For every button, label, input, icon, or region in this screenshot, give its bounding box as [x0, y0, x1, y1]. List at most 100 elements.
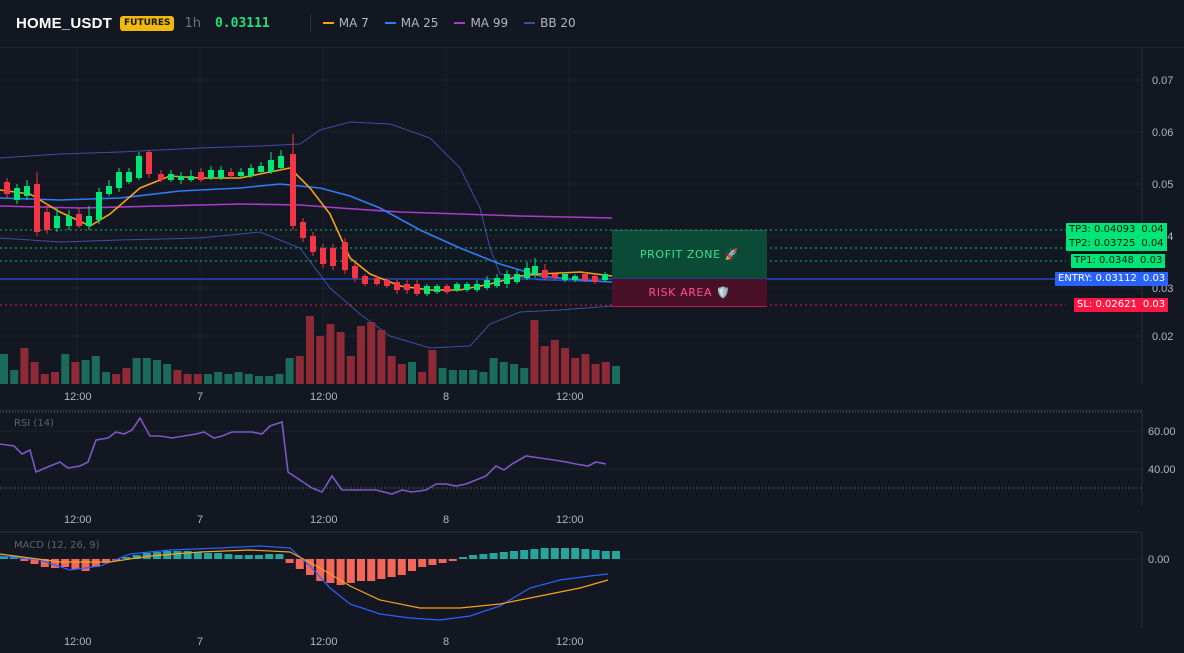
- volume-bar: [591, 364, 600, 384]
- candle-body: [178, 176, 184, 180]
- volume-bar: [571, 358, 580, 384]
- legend-ma7[interactable]: MA 7: [322, 16, 369, 30]
- timeframe-label[interactable]: 1h: [184, 15, 201, 31]
- candle-body: [96, 192, 102, 220]
- risk-area[interactable]: RISK AREA 🛡️: [612, 279, 767, 307]
- header-divider: [309, 14, 311, 32]
- legend-bb20[interactable]: BB 20: [524, 16, 576, 30]
- time-tick-label: 7: [197, 514, 203, 526]
- futures-badge: FUTURES: [119, 15, 175, 31]
- volume-bars: [0, 316, 620, 384]
- volume-bar: [561, 348, 569, 384]
- macd-histogram-bar: [295, 559, 304, 569]
- macd-histogram-bar: [397, 559, 406, 575]
- candle-body: [494, 278, 500, 286]
- macd-histogram-bar: [550, 548, 559, 559]
- ma7-swatch-icon: [322, 22, 334, 24]
- macd-histogram-bar: [387, 559, 396, 577]
- header-divider-line: [0, 47, 1184, 48]
- macd-axis-label: 0.00: [1148, 554, 1169, 566]
- candle-body: [310, 236, 316, 252]
- legend-ma25[interactable]: MA 25: [384, 16, 438, 30]
- entry-tag: ENTRY: 0.03112: [1055, 272, 1140, 286]
- candle-body: [424, 286, 430, 294]
- volume-bar: [408, 362, 416, 384]
- macd-histogram-bar: [255, 555, 263, 559]
- time-tick-label: 8: [443, 636, 449, 648]
- macd-histogram-bar: [326, 559, 335, 583]
- entry-label[interactable]: ENTRY: 0.03112 0.03: [1055, 272, 1169, 286]
- macd-histogram-bar: [377, 559, 386, 579]
- macd-title: MACD (12, 26, 9): [14, 540, 100, 551]
- macd-histogram-bar: [306, 559, 314, 575]
- macd-histogram-bar: [71, 559, 80, 569]
- tp3-label[interactable]: TP3: 0.04093 0.04: [1066, 223, 1167, 237]
- candle-body: [330, 248, 336, 266]
- candle-body: [320, 248, 326, 264]
- volume-bar: [91, 356, 100, 384]
- candle-body: [592, 276, 598, 282]
- ma99-line: [0, 203, 613, 219]
- macd-histogram-bar: [499, 552, 508, 559]
- entry-axis-value: 0.03: [1139, 272, 1169, 286]
- volume-bar: [510, 364, 518, 384]
- volume-bar: [326, 324, 335, 384]
- macd-histogram-bar: [122, 557, 131, 559]
- volume-bar: [10, 370, 19, 384]
- symbol-name[interactable]: HOME_USDT: [16, 14, 112, 32]
- main-grid: [0, 48, 1142, 384]
- legend-ma99[interactable]: MA 99: [454, 16, 508, 30]
- time-tick-label: 7: [197, 391, 203, 403]
- volume-bar: [193, 374, 202, 384]
- time-tick-label: 12:00: [310, 636, 338, 648]
- macd-histogram-bar: [540, 548, 549, 559]
- candle-body: [198, 172, 204, 180]
- volume-bar: [540, 346, 549, 384]
- volume-bar: [489, 358, 498, 384]
- volume-bar: [448, 370, 457, 384]
- candle-body: [572, 276, 578, 280]
- price-tick-label: 0.07: [1152, 75, 1173, 87]
- price-tick-label: 0.05: [1152, 179, 1173, 191]
- macd-histogram-bar: [367, 559, 376, 581]
- volume-bar: [438, 368, 447, 384]
- volume-bar: [520, 368, 529, 384]
- volume-bar: [275, 374, 284, 384]
- candle-body: [404, 284, 410, 290]
- candle-body: [44, 212, 50, 230]
- profit-zone[interactable]: PROFIT ZONE 🚀: [612, 230, 767, 278]
- macd-histogram-bar: [61, 559, 70, 567]
- candle-body: [158, 174, 164, 180]
- volume-bar: [418, 372, 427, 384]
- candles: [4, 134, 608, 296]
- macd-histogram-bar: [438, 559, 447, 563]
- price-tick-label: 0.06: [1152, 127, 1173, 139]
- candle-body: [394, 282, 400, 290]
- macd-histogram-bar: [591, 550, 600, 559]
- volume-bar: [377, 330, 386, 384]
- tp2-label[interactable]: TP2: 0.03725 0.04: [1066, 237, 1167, 251]
- ma25-swatch-icon: [384, 22, 396, 24]
- macd-histogram-bar: [428, 559, 437, 565]
- volume-bar: [51, 372, 59, 384]
- tp1-label[interactable]: TP1: 0.0348 0.03: [1071, 254, 1166, 268]
- bb-upper: [0, 121, 613, 283]
- macd-histogram-bar: [132, 555, 141, 559]
- candle-body: [374, 278, 380, 284]
- time-tick-label: 8: [443, 391, 449, 403]
- candle-body: [300, 222, 306, 238]
- volume-bar: [387, 356, 396, 384]
- volume-bar: [20, 348, 29, 384]
- sl-label[interactable]: SL: 0.02621 0.03: [1074, 298, 1169, 312]
- time-axis-rsi: 12:00 7 12:00 8 12:00: [64, 514, 584, 526]
- candle-body: [454, 284, 460, 290]
- tp2-tag: TP2: 0.03725: [1066, 237, 1139, 251]
- volume-bar: [367, 322, 376, 384]
- sl-tag: SL: 0.02621: [1074, 298, 1140, 312]
- candle-body: [582, 274, 588, 280]
- volume-bar: [163, 364, 172, 384]
- candle-body: [352, 266, 358, 278]
- chart-canvas[interactable]: 0.07 0.06 0.05 0.04 0.03 0.02 12:00 7 12…: [0, 48, 1184, 653]
- macd-histogram-bar: [30, 559, 39, 564]
- time-tick-label: 12:00: [310, 391, 338, 403]
